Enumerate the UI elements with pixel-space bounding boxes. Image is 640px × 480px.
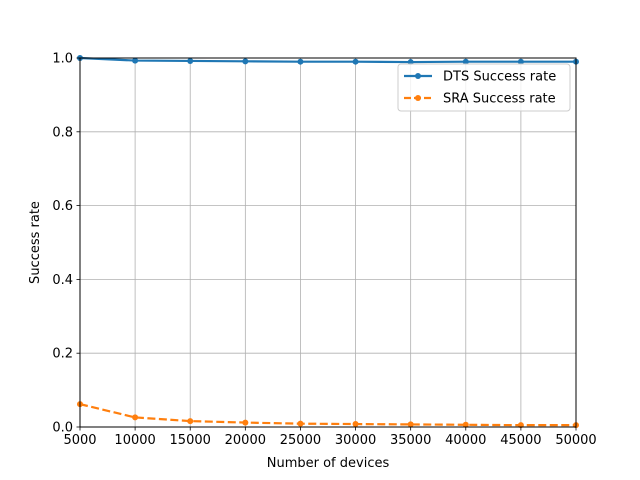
x-tick-label: 20000 [225,433,266,448]
legend-label-2: SRA Success rate [443,92,556,107]
legend-box [397,63,571,112]
series-2-point [462,421,469,428]
x-tick-label: 10000 [114,433,155,448]
x-tick-label: 50000 [555,433,596,448]
series-line-1 [79,56,576,64]
x-tick-label: 35000 [390,433,431,448]
series-2-point [297,420,304,427]
series-1-point [352,58,359,65]
series-2-point [407,421,414,428]
legend: DTS Success rate SRA Success rate [397,63,571,112]
series-layer [77,55,579,429]
x-tick-label: 45000 [500,433,541,448]
y-tick-label: 0.6 [52,199,73,214]
y-tick-label: 0.4 [52,273,73,288]
y-axis-label: Success rate [28,201,43,284]
series-1-point [462,58,469,65]
x-tick-label: 15000 [170,433,211,448]
series-2-point [242,419,249,426]
ticks-layer: 5000 10000 15000 20000 25000 30000 35000 40000 4… [52,52,596,449]
series-1-point [242,58,249,65]
series-1-point [187,57,194,64]
legend-marker-1 [415,73,421,79]
series-2-point [352,421,359,428]
x-axis-label: Number of devices [267,456,390,471]
series-2-point [187,418,194,425]
x-tick-label: 25000 [280,433,321,448]
x-tick-label: 40000 [445,433,486,448]
x-tick-label: 30000 [335,433,376,448]
x-tick-label: 5000 [63,433,96,448]
y-tick-label: 0.2 [52,347,73,362]
y-tick-label: 0.8 [52,125,73,140]
legend-label-1: DTS Success rate [443,70,556,85]
plot-frame [79,57,577,428]
series-1-point [132,57,139,64]
legend-marker-2 [415,95,421,101]
series-1-point [517,58,524,65]
series-2-point [132,414,139,421]
series-1-point [297,58,304,65]
series-line-2 [79,403,576,427]
y-tick-label: 0.0 [52,421,73,436]
y-tick-label: 1.0 [52,52,73,67]
